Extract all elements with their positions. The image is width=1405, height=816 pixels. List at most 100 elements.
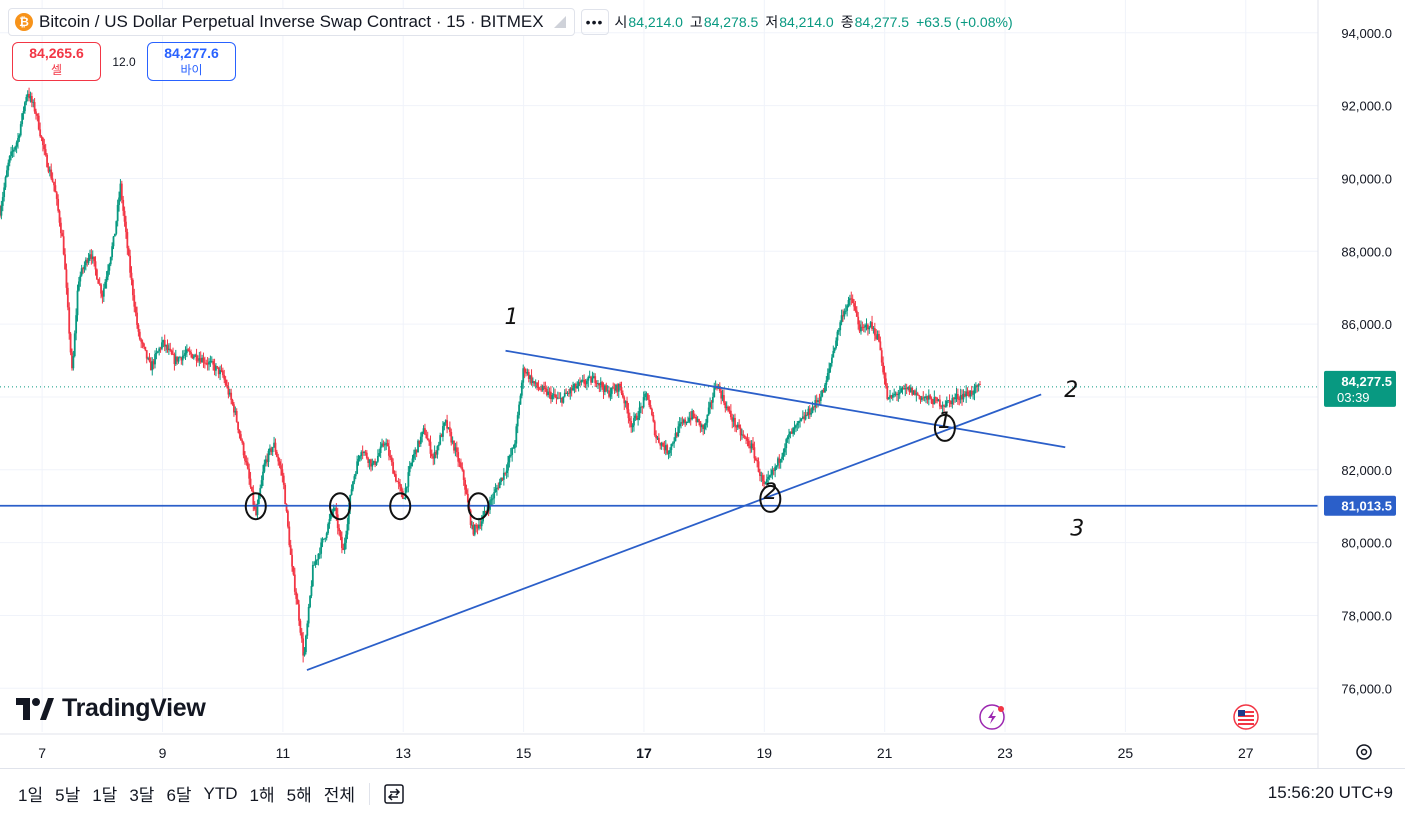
range-ytd[interactable]: YTD (203, 783, 238, 803)
candle-body (6, 170, 8, 178)
candle-body (735, 426, 738, 428)
range-5d[interactable]: 5날 (55, 786, 81, 805)
settings-icon[interactable] (1356, 744, 1372, 760)
price-axis[interactable]: 94,000.0 92,000.0 90,000.0 88,000.0 86,000.0… (1317, 0, 1405, 768)
open-value: 84,214.0 (628, 14, 683, 30)
price-tick-label: 86,000.0 (1341, 317, 1392, 332)
candle-body (353, 476, 356, 482)
timezone-clock[interactable]: 15:56:20 UTC+9 (1267, 783, 1393, 802)
candle-body (390, 457, 393, 463)
candle-body (307, 606, 310, 624)
candle-body (183, 354, 185, 356)
buy-button[interactable]: 84,277.6 바이 (147, 42, 236, 81)
us-flag-icon[interactable] (1233, 704, 1259, 730)
range-1d[interactable]: 1일 (18, 786, 44, 805)
range-6m[interactable]: 6달 (166, 786, 192, 805)
candle-body (354, 473, 357, 477)
candle-body (68, 307, 71, 334)
candle-body (53, 181, 55, 186)
candle-body (778, 458, 781, 463)
candle-body (101, 293, 104, 297)
candle-body (753, 447, 756, 459)
sell-button[interactable]: 84,265.6 셀 (12, 42, 101, 81)
candle-body (173, 354, 176, 365)
candle-body (42, 137, 44, 146)
candle-body (242, 442, 245, 456)
candle-body (203, 362, 206, 364)
candle-body (338, 528, 341, 532)
candle-body (403, 498, 406, 500)
lightning-icon-dot (998, 706, 1004, 712)
candle-body (806, 414, 808, 416)
candle-body (864, 325, 867, 328)
candle-body (104, 281, 107, 289)
eye-toggle-icon[interactable] (552, 14, 568, 30)
candle-body (522, 368, 525, 383)
candle-body (732, 417, 735, 422)
time-axis[interactable]: 7 9 11 13 15 17 19 21 23 25 27 (0, 733, 1372, 761)
hline-price-badge (1324, 495, 1396, 516)
candle-body (3, 187, 6, 198)
candle-body (689, 417, 692, 420)
candle-body (875, 335, 878, 339)
candle-body (93, 256, 96, 262)
candle-body (941, 405, 944, 407)
more-dots-icon[interactable]: ••• (580, 9, 609, 35)
candle-body (313, 564, 316, 566)
range-3m[interactable]: 3달 (129, 786, 155, 805)
candle-body (76, 290, 79, 316)
candle-body (799, 420, 801, 422)
candle-body (457, 452, 460, 462)
time-tick-label: 27 (1238, 745, 1254, 761)
candle-body (641, 406, 644, 408)
range-1y[interactable]: 1해 (249, 786, 275, 805)
candle-body (100, 284, 102, 294)
candle-body (48, 169, 51, 172)
candle-body (606, 390, 609, 392)
candle-body (235, 410, 238, 422)
range-1m[interactable]: 1달 (92, 786, 118, 805)
range-all[interactable]: 전체 (323, 786, 356, 805)
compare-icon[interactable] (382, 782, 406, 806)
candle-body (75, 315, 78, 334)
candle-body (325, 533, 328, 538)
candle-body (346, 524, 349, 535)
candle-body (231, 399, 234, 405)
candle-body (537, 386, 540, 389)
candle-body (86, 259, 89, 263)
candle-body (627, 409, 630, 419)
symbol-title-box[interactable]: ₿ Bitcoin / US Dollar Perpetual Inverse … (8, 8, 575, 36)
candle-body (882, 362, 885, 373)
candle-body (194, 354, 197, 357)
buy-label: 바이 (180, 63, 203, 77)
candle-body (789, 431, 792, 435)
candle-body (626, 401, 628, 410)
candle-body (927, 395, 930, 400)
candle-body (363, 451, 365, 454)
candle-body (580, 380, 583, 383)
candle-body (134, 306, 137, 313)
candle-body (136, 312, 138, 325)
candle-body (813, 406, 815, 408)
candle-body (50, 169, 53, 179)
candle-body (386, 443, 389, 447)
candle-body (508, 455, 511, 463)
candle-body (532, 381, 534, 383)
candle-body (918, 395, 921, 397)
candle-body (357, 458, 360, 462)
lightning-icon[interactable] (979, 704, 1005, 730)
candle-body (609, 393, 612, 397)
candle-body (184, 352, 187, 355)
price-tick-label: 88,000.0 (1341, 244, 1392, 259)
candle-body (303, 652, 306, 656)
candle-body (795, 425, 797, 428)
range-5y[interactable]: 5해 (286, 786, 312, 805)
candle-body (545, 389, 548, 395)
candle-body (824, 384, 826, 393)
candle-body (655, 435, 658, 439)
candle-body (108, 264, 111, 271)
candle-body (282, 475, 285, 485)
tradingview-logo[interactable]: TradingView (16, 694, 206, 723)
candle-body (10, 151, 12, 156)
